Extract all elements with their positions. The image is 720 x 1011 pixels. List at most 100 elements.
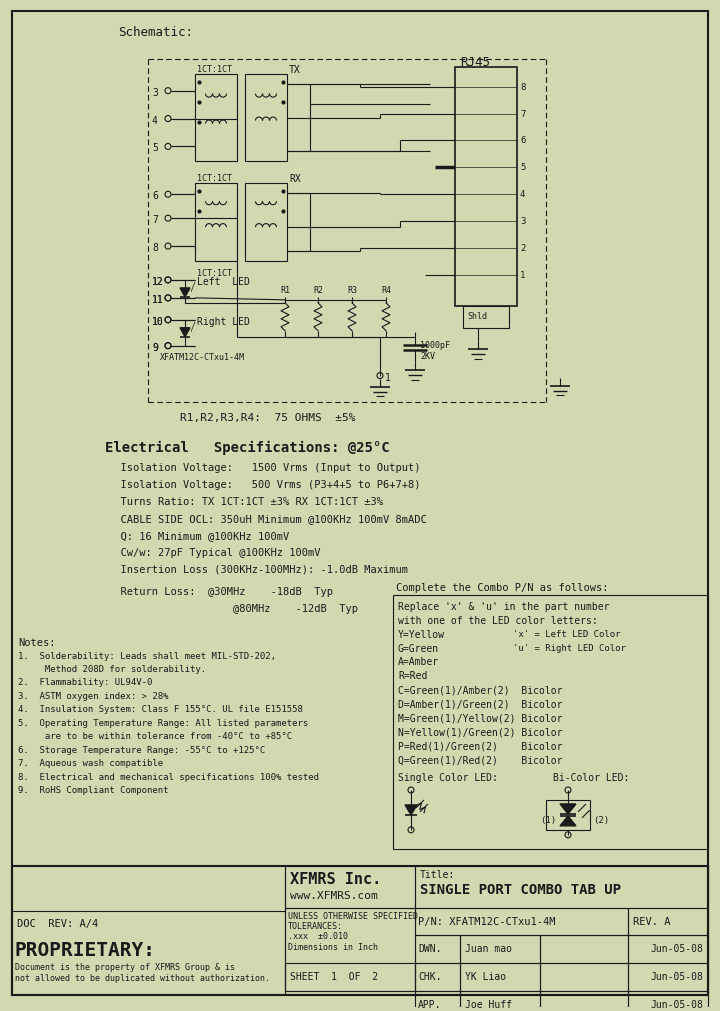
- Text: 'u' = Right LED Color: 'u' = Right LED Color: [513, 643, 626, 652]
- Text: 'x' = Left LED Color: 'x' = Left LED Color: [513, 629, 621, 638]
- Text: M=Green(1)/Yellow(2) Bicolor: M=Green(1)/Yellow(2) Bicolor: [398, 713, 562, 723]
- Bar: [285, 865, 415, 908]
- Text: 1: 1: [385, 372, 391, 382]
- Polygon shape: [180, 288, 190, 297]
- Text: 7: 7: [520, 109, 526, 118]
- Text: CHK.: CHK.: [418, 972, 441, 982]
- Text: Insertion Loss (300KHz-100MHz): -1.0dB Maximum: Insertion Loss (300KHz-100MHz): -1.0dB M…: [108, 564, 408, 574]
- Text: Shld: Shld: [467, 311, 487, 320]
- Polygon shape: [180, 329, 190, 338]
- Text: Electrical   Specifications: @25°C: Electrical Specifications: @25°C: [105, 441, 390, 455]
- Text: 5: 5: [152, 144, 158, 154]
- Text: YK Liao: YK Liao: [465, 972, 506, 982]
- Text: 5.  Operating Temperature Range: All listed parameters: 5. Operating Temperature Range: All list…: [18, 718, 308, 727]
- Text: 1CT:1CT: 1CT:1CT: [197, 174, 232, 183]
- Text: Isolation Voltage:   500 Vrms (P3+4+5 to P6+7+8): Isolation Voltage: 500 Vrms (P3+4+5 to P…: [108, 479, 420, 489]
- Text: 4.  Insulation System: Class F 155°C. UL file E151558: 4. Insulation System: Class F 155°C. UL …: [18, 705, 303, 714]
- Bar: [195, 75, 237, 162]
- Text: REV. A: REV. A: [633, 916, 670, 926]
- Text: @80MHz    -12dB  Typ: @80MHz -12dB Typ: [108, 604, 358, 613]
- Text: 8: 8: [520, 83, 526, 92]
- Text: R1: R1: [280, 286, 290, 294]
- Text: RX: RX: [289, 174, 301, 184]
- Bar: [415, 865, 708, 908]
- Text: 5: 5: [520, 163, 526, 172]
- Bar: [415, 991, 460, 1011]
- Bar: [393, 595, 708, 849]
- Text: Cw/w: 27pF Typical @100KHz 100mV: Cw/w: 27pF Typical @100KHz 100mV: [108, 547, 320, 557]
- Text: www.XFMRS.com: www.XFMRS.com: [290, 890, 378, 900]
- Text: 6: 6: [152, 191, 158, 201]
- Text: 3.  ASTM oxygen index: > 28%: 3. ASTM oxygen index: > 28%: [18, 692, 168, 701]
- Text: P=Red(1)/Green(2)    Bicolor: P=Red(1)/Green(2) Bicolor: [398, 740, 562, 750]
- Text: are to be within tolerance from -40°C to +85°C: are to be within tolerance from -40°C to…: [18, 732, 292, 740]
- Text: D=Amber(1)/Green(2)  Bicolor: D=Amber(1)/Green(2) Bicolor: [398, 699, 562, 709]
- Bar: [245, 184, 287, 262]
- Bar: [460, 991, 540, 1011]
- Text: TX: TX: [289, 65, 301, 75]
- Text: 6.  Storage Temperature Range: -55°C to +125°C: 6. Storage Temperature Range: -55°C to +…: [18, 745, 265, 754]
- Text: 7.  Aqueous wash compatible: 7. Aqueous wash compatible: [18, 758, 163, 767]
- Bar: [628, 963, 708, 991]
- Text: Document is the property of XFMRS Group & is
not allowed to be duplicated withou: Document is the property of XFMRS Group …: [15, 962, 270, 982]
- Text: Jun-05-08: Jun-05-08: [650, 943, 703, 953]
- Text: PROPRIETARY:: PROPRIETARY:: [15, 940, 156, 959]
- Text: 8.  Electrical and mechanical specifications 100% tested: 8. Electrical and mechanical specificati…: [18, 771, 319, 780]
- Text: Isolation Voltage:   1500 Vrms (Input to Output): Isolation Voltage: 1500 Vrms (Input to O…: [108, 463, 420, 473]
- Text: 10: 10: [152, 316, 163, 327]
- Text: 1: 1: [520, 271, 526, 280]
- Text: Notes:: Notes:: [18, 637, 55, 647]
- Text: Q: 16 Minimum @100KHz 100mV: Q: 16 Minimum @100KHz 100mV: [108, 531, 289, 541]
- Text: Y=Yellow: Y=Yellow: [398, 629, 445, 639]
- Text: 12: 12: [152, 277, 163, 287]
- Text: DOC  REV: A/4: DOC REV: A/4: [17, 919, 98, 928]
- Text: R2: R2: [313, 286, 323, 294]
- Text: R3: R3: [347, 286, 357, 294]
- Text: R=Red: R=Red: [398, 670, 428, 680]
- Polygon shape: [405, 805, 417, 815]
- Text: 2: 2: [520, 244, 526, 253]
- Text: Return Loss:  @30MHz    -18dB  Typ: Return Loss: @30MHz -18dB Typ: [108, 586, 333, 596]
- Bar: [628, 908, 708, 935]
- Text: APP.: APP.: [418, 999, 441, 1009]
- Text: Turns Ratio: TX 1CT:1CT ±3% RX 1CT:1CT ±3%: Turns Ratio: TX 1CT:1CT ±3% RX 1CT:1CT ±…: [108, 496, 383, 507]
- Text: A=Amber: A=Amber: [398, 657, 439, 667]
- Text: 9.  RoHS Compliant Component: 9. RoHS Compliant Component: [18, 786, 168, 795]
- Bar: [628, 935, 708, 963]
- Text: 6: 6: [520, 136, 526, 146]
- Text: Schematic:: Schematic:: [118, 26, 193, 38]
- Text: Method 208D for solderability.: Method 208D for solderability.: [18, 664, 206, 673]
- Text: DWN.: DWN.: [418, 943, 441, 953]
- Text: UNLESS OTHERWISE SPECIFIED
TOLERANCES:
.xxx  ±0.010
Dimensions in Inch: UNLESS OTHERWISE SPECIFIED TOLERANCES: .…: [288, 911, 418, 950]
- Text: 3: 3: [520, 217, 526, 225]
- Text: R1,R2,R3,R4:  75 OHMS  ±5%: R1,R2,R3,R4: 75 OHMS ±5%: [180, 413, 356, 423]
- Text: 2.  Flammability: UL94V-0: 2. Flammability: UL94V-0: [18, 677, 153, 686]
- Text: Complete the Combo P/N as follows:: Complete the Combo P/N as follows:: [396, 582, 608, 592]
- Text: 11: 11: [152, 294, 163, 304]
- Text: CABLE SIDE OCL: 350uH Minimum @100KHz 100mV 8mADC: CABLE SIDE OCL: 350uH Minimum @100KHz 10…: [108, 514, 427, 524]
- Bar: [628, 991, 708, 1011]
- Text: 7: 7: [152, 215, 158, 225]
- Text: Joe Huff: Joe Huff: [465, 999, 512, 1009]
- Text: 9: 9: [152, 343, 158, 353]
- Text: N=Yellow(1)/Green(2) Bicolor: N=Yellow(1)/Green(2) Bicolor: [398, 727, 562, 736]
- Bar: [415, 935, 460, 963]
- Polygon shape: [560, 804, 576, 814]
- Polygon shape: [560, 816, 576, 826]
- Text: 10: 10: [152, 316, 163, 327]
- Bar: [245, 75, 287, 162]
- Text: P/N: XFATM12C-CTxu1-4M: P/N: XFATM12C-CTxu1-4M: [418, 916, 556, 926]
- Text: XFMRS Inc.: XFMRS Inc.: [290, 870, 382, 886]
- Text: SINGLE PORT COMBO TAB UP: SINGLE PORT COMBO TAB UP: [420, 882, 621, 896]
- Bar: [285, 963, 415, 991]
- Bar: [455, 68, 517, 306]
- Text: Jun-05-08: Jun-05-08: [650, 972, 703, 982]
- Bar: [540, 963, 628, 991]
- Text: R4: R4: [381, 286, 391, 294]
- Bar: [460, 935, 540, 963]
- Text: Juan mao: Juan mao: [465, 943, 512, 953]
- Text: 12: 12: [152, 277, 163, 287]
- Bar: [415, 963, 460, 991]
- Text: 4: 4: [520, 190, 526, 199]
- Text: RJ45: RJ45: [460, 56, 490, 69]
